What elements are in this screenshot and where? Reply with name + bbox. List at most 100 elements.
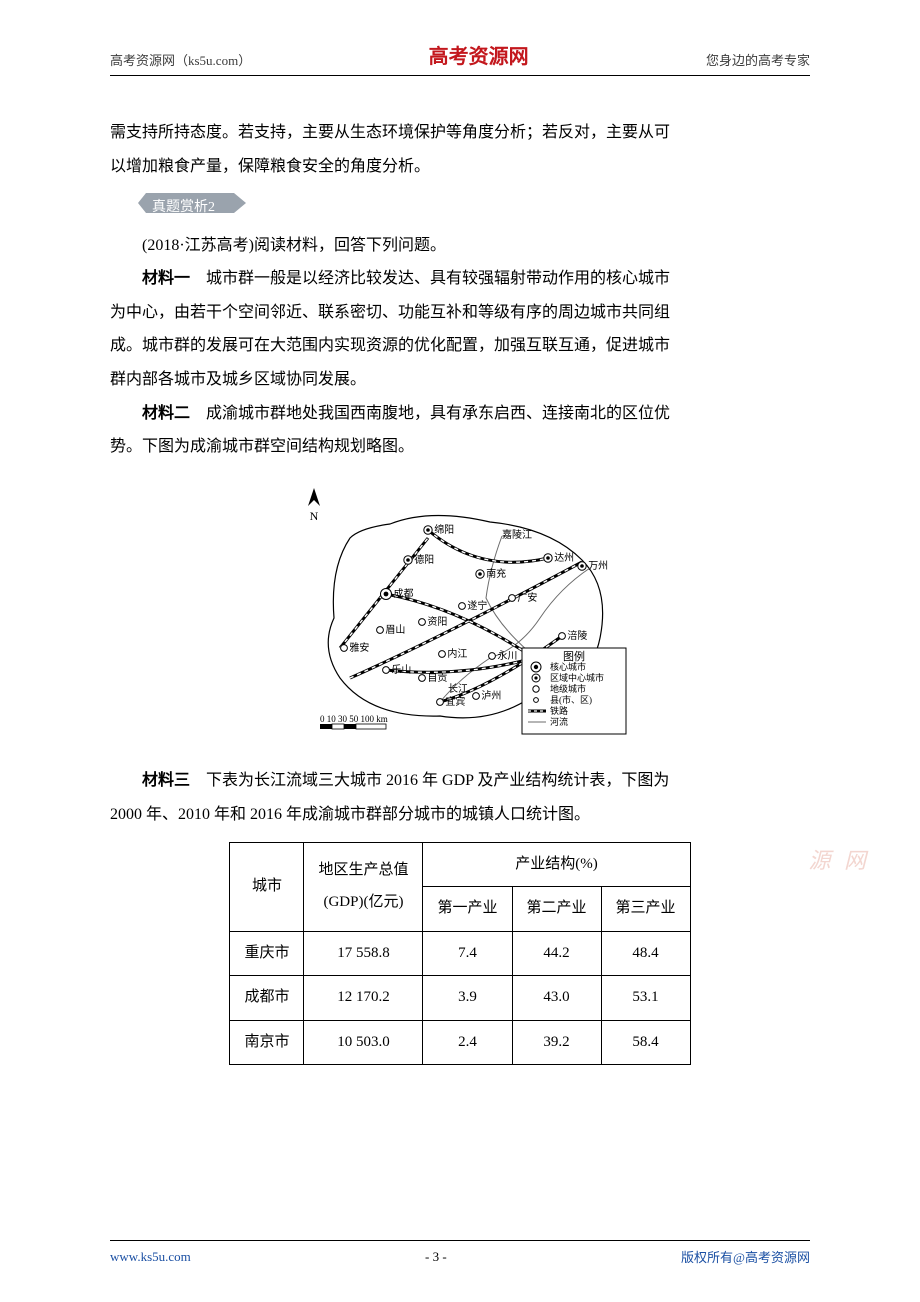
city-label: 达州 [554, 552, 574, 564]
lead-paragraph: 需支持所持态度。若支持，主要从生态环境保护等角度分析；若反对，主要从可 以增加粮… [110, 116, 810, 183]
lead-line-2: 以增加粮食产量，保障粮食安全的角度分析。 [110, 150, 810, 184]
col-city: 城市 [230, 842, 304, 931]
compass-icon: N [308, 488, 320, 523]
material-1-l2: 为中心，由若干个空间邻近、联系密切、功能互补和等级有序的周边城市共同组 [110, 296, 810, 330]
table-cell-p1: 3.9 [423, 976, 512, 1021]
table-cell-gdp: 17 558.8 [304, 931, 423, 976]
city-marker [509, 594, 516, 601]
material-2-l2: 势。下图为成渝城市群空间结构规划略图。 [110, 430, 810, 464]
city-label: 万州 [588, 560, 608, 572]
city-label: 南充 [486, 567, 506, 580]
material-1-l3: 成。城市群的发展可在大范围内实现资源的优化配置，加强互联互通，促进城市 [110, 329, 810, 363]
lead-line-1: 需支持所持态度。若支持，主要从生态环境保护等角度分析；若反对，主要从可 [110, 116, 810, 150]
table-cell-p1: 2.4 [423, 1020, 512, 1065]
scale-bar: 0 10 30 50 100 km [320, 714, 388, 729]
col-p3: 第三产业 [601, 887, 690, 932]
city-label: 永川 [497, 649, 517, 662]
material-3-label: 材料三 [142, 772, 190, 789]
table-cell-p3: 58.4 [601, 1020, 690, 1065]
city-label: 德阳 [414, 553, 434, 566]
table-row: 成都市12 170.23.943.053.1 [230, 976, 690, 1021]
city-label: 雅安 [349, 641, 369, 654]
table-cell-p2: 44.2 [512, 931, 601, 976]
gdp-table-wrap: 源 网 城市 地区生产总值 (GDP)(亿元) 产业结构(%) 第一产业 第二产… [110, 842, 810, 1066]
table-row: 南京市10 503.02.439.258.4 [230, 1020, 690, 1065]
page-header: 高考资源网（ks5u.com） 高考资源网 您身边的高考专家 [110, 40, 810, 76]
footer-left-link[interactable]: www.ks5u.com [110, 1249, 191, 1265]
city-label: 内江 [447, 647, 467, 660]
header-left: 高考资源网（ks5u.com） [110, 50, 251, 69]
material-1-l1: 城市群一般是以经济比较发达、具有较强辐射带动作用的核心城市 [190, 270, 670, 287]
material-2-l1: 成渝城市群地处我国西南腹地，具有承东启西、连接南北的区位优 [190, 405, 670, 422]
city-marker [377, 626, 384, 633]
city-label: 宜宾 [445, 695, 465, 708]
table-cell-p2: 43.0 [512, 976, 601, 1021]
table-cell-city: 成都市 [230, 976, 304, 1021]
city-marker-inner [384, 591, 389, 596]
material-3-l1: 下表为长江流域三大城市 2016 年 GDP 及产业结构统计表，下图为 [190, 772, 669, 789]
legend-row: 核心城市 [531, 661, 586, 672]
legend-title: 图例 [563, 649, 585, 663]
city-label: 成都 [394, 588, 414, 600]
col-p1: 第一产业 [423, 887, 512, 932]
city-label: 绵阳 [434, 523, 454, 536]
city-marker [439, 650, 446, 657]
city-marker [383, 666, 390, 673]
material-2-first-line: 材料二 成渝城市群地处我国西南腹地，具有承东启西、连接南北的区位优 [110, 397, 810, 431]
watermark: 源 网 [808, 838, 870, 884]
map-figure: N [110, 478, 810, 751]
legend-label: 地级城市 [550, 683, 586, 694]
table-cell-gdp: 10 503.0 [304, 1020, 423, 1065]
material-2: 材料二 成渝城市群地处我国西南腹地，具有承东启西、连接南北的区位优 势。下图为成… [110, 397, 810, 464]
table-cell-p1: 7.4 [423, 931, 512, 976]
material-1-label: 材料一 [142, 270, 190, 287]
material-2-label: 材料二 [142, 405, 190, 422]
table-header-row-1: 城市 地区生产总值 (GDP)(亿元) 产业结构(%) [230, 842, 690, 887]
city-marker-inner [580, 564, 584, 568]
page: 高考资源网（ks5u.com） 高考资源网 您身边的高考专家 需支持所持态度。若… [0, 0, 920, 1302]
body: 需支持所持态度。若支持，主要从生态环境保护等角度分析；若反对，主要从可 以增加粮… [110, 116, 810, 1065]
city-label: 乐山 [391, 664, 411, 676]
table-cell-p2: 39.2 [512, 1020, 601, 1065]
table-row: 重庆市17 558.87.444.248.4 [230, 931, 690, 976]
table-cell-city: 南京市 [230, 1020, 304, 1065]
scale-label: 0 10 30 50 100 km [320, 714, 388, 724]
map-svg: N [290, 478, 630, 738]
col-gdp: 地区生产总值 (GDP)(亿元) [304, 842, 423, 931]
material-3-first-line: 材料三 下表为长江流域三大城市 2016 年 GDP 及产业结构统计表，下图为 [110, 764, 810, 798]
header-center-logo: 高考资源网 [429, 40, 529, 69]
legend-label: 县(市、区) [550, 694, 592, 705]
header-right: 您身边的高考专家 [706, 50, 810, 69]
city-label: 自贡 [427, 671, 447, 684]
city-marker [489, 652, 496, 659]
exam-badge: 真题赏析2 [138, 191, 225, 224]
footer-page-number: - 3 - [425, 1249, 447, 1265]
river-label: 嘉陵江 [502, 528, 532, 541]
footer-right: 版权所有@高考资源网 [681, 1247, 810, 1266]
material-3: 材料三 下表为长江流域三大城市 2016 年 GDP 及产业结构统计表，下图为 … [110, 764, 810, 831]
col-p2: 第二产业 [512, 887, 601, 932]
city-label: 遂宁 [467, 599, 487, 612]
city-marker [419, 674, 426, 681]
city-marker [459, 602, 466, 609]
city-label: 泸州 [481, 690, 501, 702]
gdp-table: 城市 地区生产总值 (GDP)(亿元) 产业结构(%) 第一产业 第二产业 第三… [229, 842, 690, 1066]
table-cell-city: 重庆市 [230, 931, 304, 976]
col-gdp-l1: 地区生产总值 [318, 855, 408, 887]
legend-label: 河流 [550, 716, 568, 727]
legend-label: 区域中心城市 [550, 672, 604, 683]
page-footer: www.ks5u.com - 3 - 版权所有@高考资源网 [110, 1240, 810, 1266]
material-3-l2: 2000 年、2010 年和 2016 年成渝城市群部分城市的城镇人口统计图。 [110, 798, 810, 832]
city-marker [473, 692, 480, 699]
compass-label: N [310, 509, 319, 523]
city-marker [341, 644, 348, 651]
table-cell-p3: 53.1 [601, 976, 690, 1021]
river-label: 长江 [448, 683, 468, 695]
city-marker-inner [546, 556, 550, 560]
city-label: 广安 [517, 591, 537, 604]
col-gdp-l2: (GDP)(亿元) [318, 887, 408, 919]
col-structure: 产业结构(%) [423, 842, 690, 887]
material-1: 材料一 城市群一般是以经济比较发达、具有较强辐射带动作用的核心城市 为中心，由若… [110, 262, 810, 396]
map-legend: 图例 核心城市区域中心城市地级城市县(市、区)铁路河流 [522, 648, 626, 734]
city-label: 资阳 [427, 616, 447, 628]
